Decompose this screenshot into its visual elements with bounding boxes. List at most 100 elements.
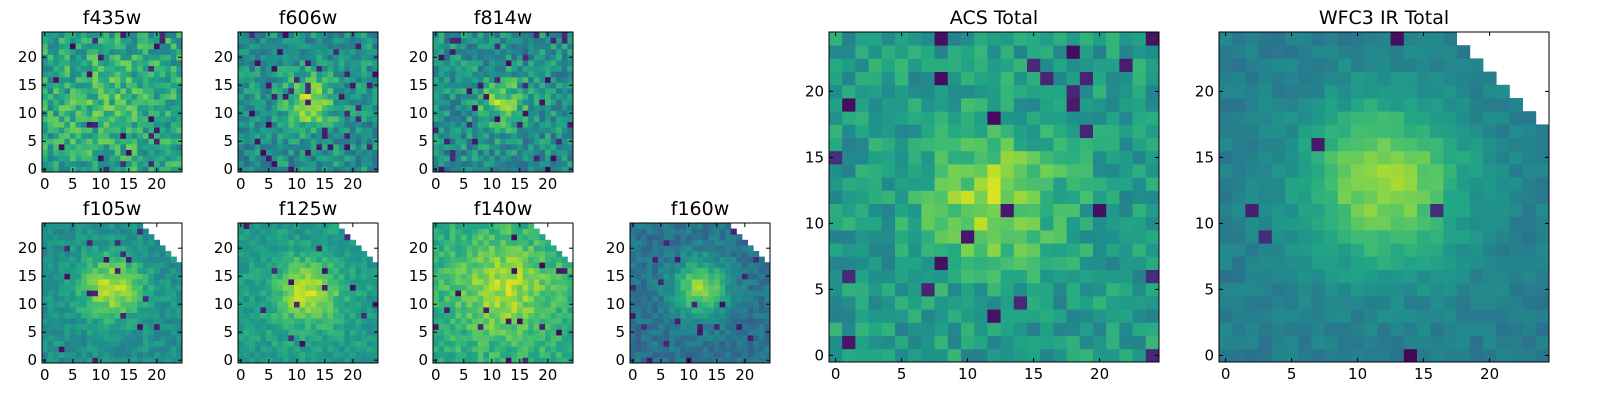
f814w-cell: [505, 116, 512, 122]
f160w-cell: [708, 301, 715, 308]
f105w-cell: [81, 223, 88, 229]
acs-total-cell: [1079, 190, 1094, 204]
f105w-cell: [53, 234, 60, 241]
f435w-cell: [154, 48, 160, 55]
f160w-cell: [730, 312, 737, 319]
f606w-cell: [350, 99, 356, 106]
f814w-cell: [528, 43, 535, 50]
f160w-cell: [714, 340, 720, 347]
f160w-cell: [747, 245, 754, 252]
f125w-cell: [322, 301, 328, 308]
f125w-cell: [288, 239, 295, 246]
f140w-cell: [461, 329, 467, 336]
f435w-cell: [47, 149, 54, 156]
f160w-cell: [747, 318, 754, 325]
f140w-cell: [505, 329, 512, 336]
f125w-cell: [249, 267, 256, 274]
f125w-cell: [243, 245, 250, 252]
f105w-cell: [165, 351, 172, 358]
f140w-cell: [528, 323, 535, 330]
f435w-cell: [47, 60, 54, 66]
f105w-cell: [176, 351, 183, 358]
acs-total-cell: [1145, 111, 1160, 125]
f140w-cell: [494, 329, 501, 336]
f105w-cell: [86, 323, 93, 330]
f125w-cell: [271, 323, 278, 330]
f435w-cell: [92, 93, 99, 100]
f125w-cell: [338, 340, 345, 347]
f814w-cell: [449, 166, 456, 173]
f105w-cell: [75, 262, 82, 269]
f606w-cell: [282, 116, 289, 122]
f160w-cell: [702, 228, 709, 235]
f160w-cell: [658, 290, 664, 297]
f160w-cell: [674, 318, 681, 325]
f160w-cell: [697, 307, 704, 313]
f435w-cell: [159, 65, 166, 72]
f125w-cell: [254, 335, 261, 341]
f814w-cell: [444, 60, 451, 66]
f606w-cell: [327, 144, 334, 150]
f160w-cell: [747, 256, 754, 263]
f606w-cell: [333, 166, 340, 173]
acs-total-cell: [1000, 243, 1015, 257]
f435w-cell: [47, 144, 54, 150]
f140w-cell: [449, 284, 456, 291]
f814w-cell: [500, 144, 507, 150]
f105w-cell: [92, 323, 99, 330]
f814w-cell: [522, 160, 529, 167]
f606w-cell: [366, 71, 373, 78]
f606w-cell: [372, 160, 379, 167]
f435w-cell: [126, 110, 132, 117]
f105w-cell: [165, 256, 172, 263]
f435w-cell: [165, 76, 172, 83]
f140w-cell: [500, 301, 507, 308]
acs-total-cell: [987, 216, 1001, 231]
f160w-xtick-label: 5: [656, 366, 666, 384]
f105w-cell: [58, 256, 65, 263]
f606w-cell: [366, 155, 373, 162]
f814w-cell: [477, 76, 484, 83]
f125w-cell: [333, 267, 340, 274]
acs-total-cell: [855, 98, 869, 112]
f606w-cell: [294, 54, 300, 61]
f105w-cell: [75, 335, 82, 341]
f814w-cell: [438, 32, 445, 38]
f105w-cell: [70, 312, 76, 319]
acs-total-cell: [1079, 164, 1094, 178]
f105w-cell: [58, 239, 65, 246]
acs-total-cell: [961, 309, 975, 323]
f125w-cell: [344, 301, 351, 308]
acs-total-cell: [1119, 177, 1133, 191]
f105w-cell: [70, 318, 76, 325]
f435w-cell: [114, 54, 121, 61]
acs-total-cell: [961, 177, 975, 191]
f606w-cell: [361, 155, 368, 162]
f160w-cell: [680, 357, 687, 364]
f125w-cell: [372, 335, 379, 341]
f606w-cell: [282, 93, 289, 100]
f140w-cell: [489, 284, 495, 291]
f435w-cell: [103, 65, 110, 72]
f606w-cell: [282, 127, 289, 134]
acs-total-cell: [868, 309, 883, 323]
f125w-cell: [333, 262, 340, 269]
f606w-cell: [288, 48, 295, 55]
f140w-cell: [494, 307, 501, 313]
f606w-cell: [350, 155, 356, 162]
f105w-cell: [148, 329, 155, 336]
f140w-cell: [539, 279, 546, 285]
f140w-cell: [539, 234, 546, 241]
f125w-ytick-label: 5: [223, 323, 233, 341]
f814w-cell: [449, 82, 456, 89]
f105w-cell: [47, 312, 54, 319]
f125w-cell: [266, 351, 272, 358]
f125w-cell: [338, 239, 345, 246]
f814w-cell: [489, 82, 495, 89]
f125w-cell: [372, 351, 379, 358]
f814w-cell: [545, 93, 551, 100]
f814w-cell: [483, 82, 490, 89]
f125w-cell: [238, 318, 244, 325]
acs-total-cell: [842, 322, 856, 336]
